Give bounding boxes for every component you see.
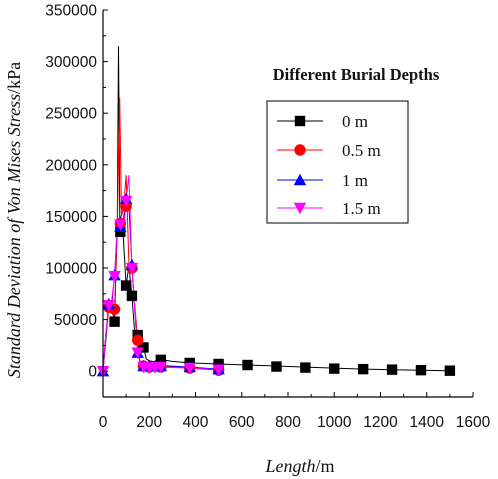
series-3-marker bbox=[212, 364, 225, 376]
series-0-marker bbox=[109, 316, 120, 327]
series-line-3 bbox=[102, 175, 219, 372]
series-0-marker bbox=[120, 280, 132, 291]
legend-label-3: 1.5 m bbox=[342, 199, 381, 218]
series-0-marker bbox=[329, 363, 340, 374]
x-tick-label: 800 bbox=[275, 414, 301, 431]
y-axis-title-main: Standard Deviation of Von Mises Stress bbox=[4, 94, 24, 378]
legend: 0 m 0.5 m 1 m 1.5 m bbox=[266, 100, 409, 224]
x-axis-title-unit: /m bbox=[316, 456, 335, 476]
legend-label-2: 1 m bbox=[342, 171, 368, 190]
y-tick-label: 200000 bbox=[45, 157, 97, 174]
y-axis-title: Standard Deviation of Von Mises Stress/k… bbox=[4, 62, 24, 378]
plot-markers bbox=[96, 192, 456, 378]
series-3-marker bbox=[114, 219, 127, 231]
series-3-marker bbox=[154, 361, 168, 374]
legend-marker-0 bbox=[294, 115, 306, 127]
x-tick-label: 200 bbox=[136, 414, 162, 431]
series-0-marker bbox=[271, 361, 282, 372]
series-3-marker bbox=[119, 195, 133, 208]
series-1-marker bbox=[131, 334, 144, 346]
y-tick-label: 0 bbox=[88, 364, 97, 381]
x-tick-label: 1400 bbox=[410, 414, 445, 431]
tick-labels: 0 50000 100000 150000 200000 250000 300000 3500… bbox=[45, 3, 490, 432]
series-0-marker bbox=[444, 365, 456, 376]
y-tick-label: 150000 bbox=[45, 209, 97, 226]
series-3-marker bbox=[102, 299, 115, 312]
x-tick-label: 1000 bbox=[317, 414, 352, 431]
legend-label-0: 0 m bbox=[342, 112, 368, 131]
x-tick-label: 400 bbox=[183, 414, 209, 431]
series-0-marker bbox=[242, 359, 253, 371]
y-tick-label: 350000 bbox=[45, 3, 97, 20]
x-axis-title-main: Length bbox=[264, 456, 315, 476]
series-3-marker bbox=[183, 362, 196, 375]
legend-marker-1 bbox=[294, 144, 306, 156]
x-tick-label: 1200 bbox=[363, 414, 398, 431]
x-tick-label: 0 bbox=[99, 414, 108, 431]
legend-marker-3 bbox=[293, 202, 307, 215]
legend-box bbox=[266, 100, 409, 224]
legend-label-1: 0.5 m bbox=[342, 141, 381, 160]
y-tick-label: 100000 bbox=[45, 261, 97, 278]
legend-title: Different Burial Depths bbox=[273, 65, 440, 84]
y-tick-label: 50000 bbox=[54, 312, 97, 329]
legend-marker-2 bbox=[293, 173, 307, 186]
series-0-marker bbox=[300, 362, 311, 373]
x-tick-label: 1600 bbox=[456, 414, 491, 431]
series-0-marker bbox=[415, 364, 427, 376]
y-axis-title-unit: /kPa bbox=[4, 62, 24, 94]
series-0-marker bbox=[386, 364, 398, 375]
y-tick-label: 250000 bbox=[45, 106, 97, 123]
series-0-marker bbox=[357, 363, 369, 375]
axes bbox=[102, 9, 474, 398]
y-tick-label: 300000 bbox=[45, 54, 97, 71]
series-0-marker bbox=[126, 290, 138, 302]
series-3-marker bbox=[125, 262, 139, 275]
x-tick-label: 600 bbox=[229, 414, 255, 431]
series-3-marker bbox=[131, 347, 144, 359]
x-axis-title: Length/m bbox=[264, 456, 334, 476]
series-3-marker bbox=[108, 271, 121, 283]
